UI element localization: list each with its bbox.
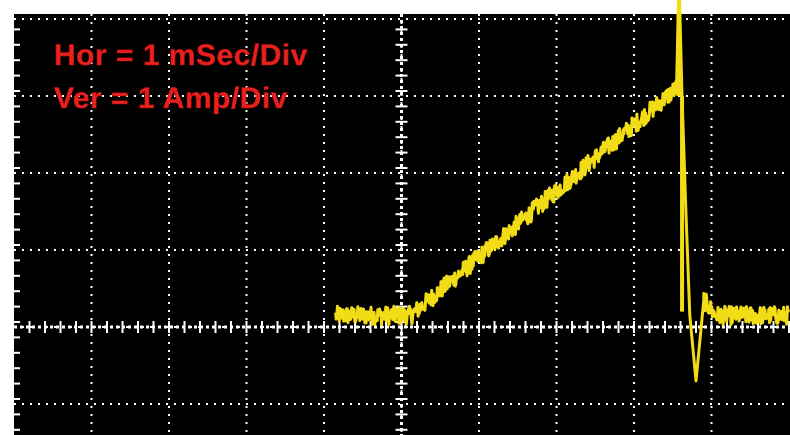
trace-layer — [334, 0, 790, 383]
graticule — [14, 14, 790, 435]
current-trace — [334, 0, 790, 383]
vertical-scale-label: Ver = 1 Amp/Div — [54, 82, 288, 115]
horizontal-scale-label: Hor = 1 mSec/Div — [54, 39, 308, 72]
